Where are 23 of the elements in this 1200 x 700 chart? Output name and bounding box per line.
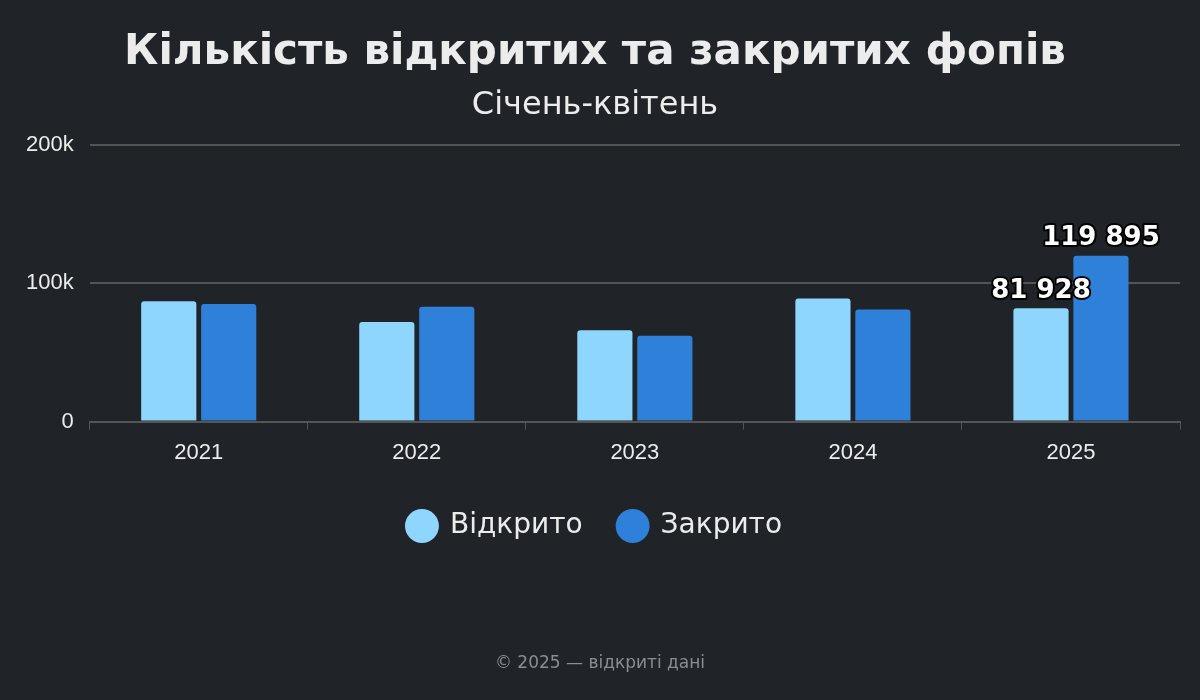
- legend-label: Закрито: [660, 507, 783, 541]
- y-tick-label: 0: [61, 407, 74, 433]
- bar: [359, 321, 415, 421]
- bar: [1013, 308, 1069, 421]
- chart-title: Кількість відкритих та закритих фопів: [124, 25, 1066, 75]
- x-tick-label: 2024: [828, 438, 878, 464]
- x-tick-label: 2023: [610, 438, 660, 464]
- chart-subtitle: Січень-квітень: [471, 83, 719, 122]
- x-tick-label: 2022: [392, 438, 442, 464]
- bar: [419, 306, 475, 421]
- legend-label: Відкрито: [449, 507, 583, 541]
- bar: [795, 298, 851, 421]
- x-tick-label: 2021: [174, 438, 224, 464]
- bar: [855, 309, 911, 421]
- data-label: 119 895: [1042, 221, 1160, 252]
- bar: [201, 303, 257, 421]
- bar: [141, 301, 197, 421]
- x-tick-label: 2025: [1046, 438, 1096, 464]
- text: © 2025 — відкриті дані: [493, 652, 707, 672]
- bar: [637, 335, 693, 421]
- y-tick-label: 200k: [25, 130, 75, 156]
- bar: [577, 330, 633, 421]
- y-tick-label: 100k: [25, 269, 75, 295]
